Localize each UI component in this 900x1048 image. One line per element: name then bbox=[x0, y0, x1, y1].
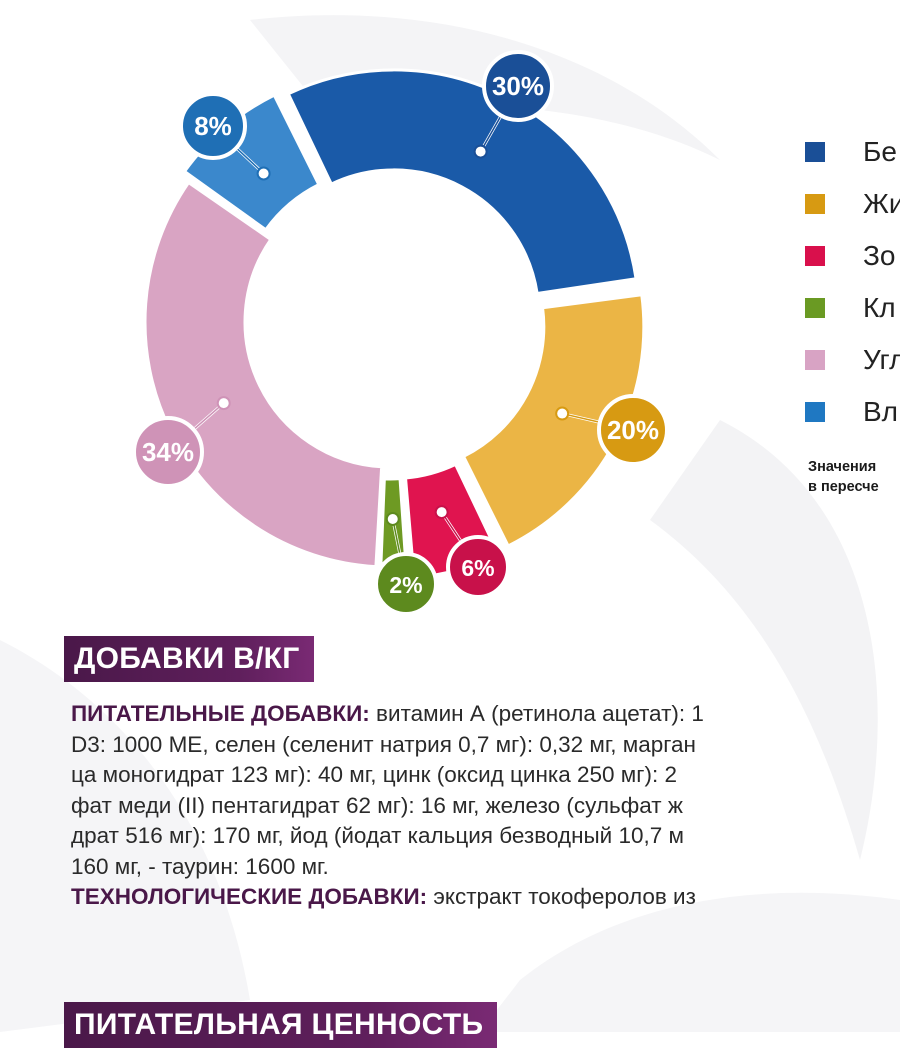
legend-swatch bbox=[805, 142, 825, 162]
text-line: драт 516 мг): 170 мг, йод (йодат кальция… bbox=[71, 823, 684, 848]
legend-item: Угл bbox=[805, 345, 900, 375]
percent-label: 34% bbox=[142, 437, 194, 467]
chart-note: Значения в пересче bbox=[808, 459, 879, 495]
legend-swatch bbox=[805, 350, 825, 370]
legend-swatch bbox=[805, 246, 825, 266]
legend-item: Вл bbox=[805, 397, 900, 427]
percent-badge bbox=[482, 50, 554, 122]
legend-label: Кл bbox=[863, 292, 896, 323]
legend-swatch bbox=[805, 194, 825, 214]
text-line: D3: 1000 МЕ, селен (селенит натрия 0,7 м… bbox=[71, 731, 696, 757]
percent-label: 30% bbox=[492, 71, 544, 101]
text-line: ца моногидрат 123 мг): 40 мг, цинк (окси… bbox=[71, 762, 677, 787]
leader-dot bbox=[555, 406, 570, 421]
donut-slice bbox=[286, 68, 638, 296]
legend-item: Бе bbox=[805, 137, 900, 167]
legend-item: Зо bbox=[805, 241, 900, 271]
percent-label: 20% bbox=[607, 415, 659, 445]
donut-slice bbox=[461, 293, 646, 548]
text-span: экстракт токоферолов из bbox=[427, 884, 696, 909]
percent-badge bbox=[446, 535, 510, 599]
legend-label: Зо bbox=[863, 240, 896, 271]
legend-label: Жи bbox=[863, 188, 900, 219]
section-header-additives: ДОБАВКИ В/КГ bbox=[64, 636, 314, 682]
percent-label: 2% bbox=[389, 572, 422, 598]
legend-swatch bbox=[805, 402, 825, 422]
percent-label: 8% bbox=[194, 111, 232, 141]
text-line: фат меди (II) пентагидрат 62 мг): 16 мг,… bbox=[71, 792, 683, 818]
percent-badge bbox=[179, 92, 247, 160]
leader-dot bbox=[385, 511, 400, 526]
text-line: ПИТАТЕЛЬНЫЕ ДОБАВКИ: витамин А (ретинола… bbox=[71, 699, 900, 730]
percent-label: 6% bbox=[461, 555, 494, 581]
leader-dot bbox=[216, 396, 231, 411]
text-span: витамин А (ретинола ацетат): 1 bbox=[369, 701, 704, 726]
legend-label: Угл bbox=[863, 344, 900, 375]
legend-label: Бе bbox=[863, 136, 897, 167]
legend-item: Жи bbox=[805, 189, 900, 219]
text-line: ТЕХНОЛОГИЧЕСКИЕ ДОБАВКИ: экстракт токофе… bbox=[71, 882, 900, 913]
text-line: 160 мг, - таурин: 1600 мг. bbox=[71, 853, 329, 879]
leader-dot bbox=[256, 166, 271, 181]
legend-swatch bbox=[805, 298, 825, 318]
leader-dot bbox=[434, 505, 449, 520]
legend-label: Вл bbox=[863, 396, 899, 427]
bold-label: ПИТАТЕЛЬНЫЕ ДОБАВКИ: bbox=[71, 701, 370, 726]
percent-badge bbox=[132, 416, 204, 488]
percent-badge bbox=[374, 552, 438, 616]
bold-label: ТЕХНОЛОГИЧЕСКИЕ ДОБАВКИ: bbox=[71, 884, 428, 909]
additives-text: ПИТАТЕЛЬНЫЕ ДОБАВКИ: витамин А (ретинола… bbox=[71, 699, 900, 913]
section-header-nutritional-value: ПИТАТЕЛЬНАЯ ЦЕННОСТЬ bbox=[64, 1002, 498, 1048]
percent-badge bbox=[597, 394, 669, 466]
leader-dot bbox=[473, 144, 488, 159]
legend-item: Кл bbox=[805, 293, 900, 323]
donut-slice bbox=[143, 180, 384, 569]
donut-chart: 30% 20% 6% 2% 34% 8% bbox=[132, 50, 669, 616]
